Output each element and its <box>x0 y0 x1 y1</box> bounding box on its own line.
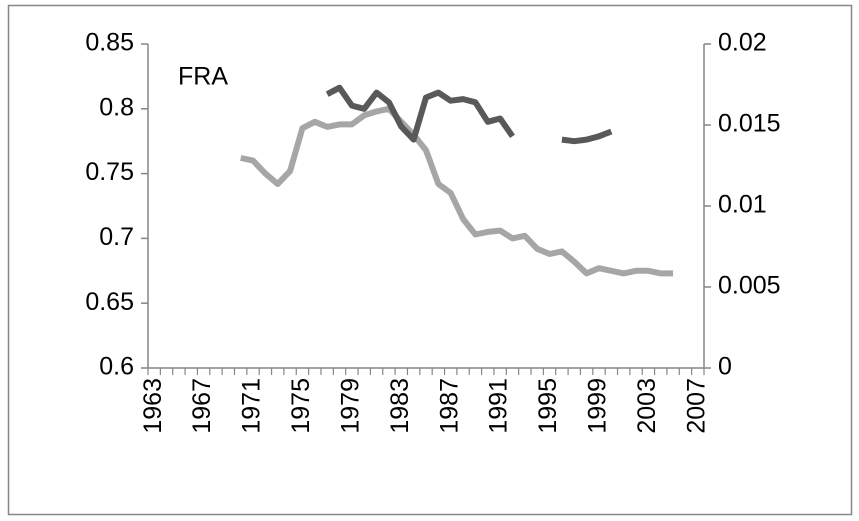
x-tick-label: 2003 <box>633 378 661 434</box>
y2-tick-label: 0.015 <box>718 110 781 138</box>
y-tick-label: 0.75 <box>85 158 134 186</box>
y-tick-label: 0.7 <box>99 223 134 251</box>
x-tick-label: 1971 <box>238 378 266 434</box>
x-tick-label: 1999 <box>584 378 612 434</box>
series-line <box>240 105 674 277</box>
x-tick-label: 1975 <box>287 378 315 434</box>
y2-tick-label: 0 <box>718 353 732 381</box>
x-tick-label: 1995 <box>534 378 562 434</box>
x-tick-label: 1987 <box>435 378 463 434</box>
y-tick-label: 0.6 <box>99 353 134 381</box>
annotation: FRA <box>178 63 228 91</box>
x-tick-label: 1983 <box>386 378 414 434</box>
y-tick-label: 0.65 <box>85 288 134 316</box>
x-tick-label: 1991 <box>485 378 513 434</box>
series-line <box>325 84 613 145</box>
x-tick-label: 1979 <box>336 378 364 434</box>
x-tick-label: 2007 <box>682 378 710 434</box>
y-tick-label: 0.8 <box>99 93 134 121</box>
x-tick-label: 1963 <box>139 378 167 434</box>
y2-tick-label: 0.005 <box>718 272 781 300</box>
x-tick-label: 1967 <box>188 378 216 434</box>
chart-frame <box>7 4 853 516</box>
y2-tick-label: 0.02 <box>718 29 767 57</box>
y2-tick-label: 0.01 <box>718 191 767 219</box>
y-tick-label: 0.85 <box>85 29 134 57</box>
